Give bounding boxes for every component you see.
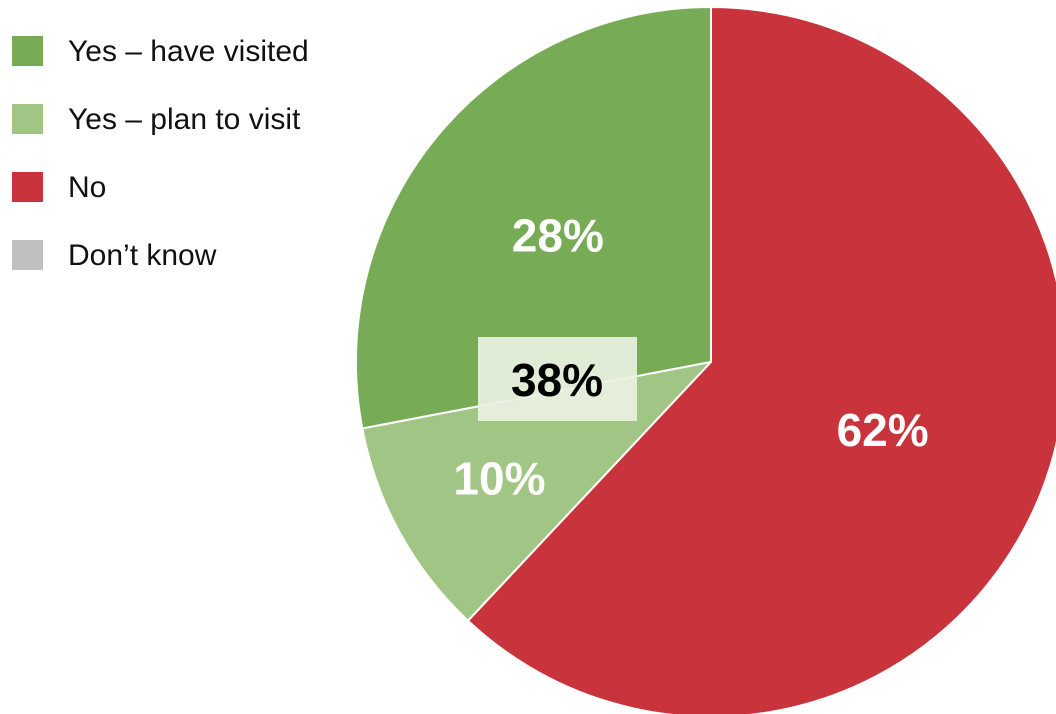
pie-slice-no bbox=[466, 5, 1056, 714]
legend-swatch-plan-to-visit bbox=[12, 104, 43, 134]
pie-slices bbox=[355, 5, 1056, 714]
pie-slice-label-no: 62% bbox=[837, 404, 929, 456]
pie-slice-label-plan-to-visit: 10% bbox=[453, 452, 545, 504]
pie-slice-label-have-visited: 28% bbox=[512, 209, 604, 261]
combined-yes-annotation-label: 38% bbox=[511, 354, 603, 406]
legend-swatch-no bbox=[12, 172, 43, 202]
pie-slice-have-visited bbox=[355, 5, 712, 430]
pie-slice-plan-to-visit bbox=[361, 360, 714, 623]
legend-label-no: No bbox=[68, 171, 107, 204]
combined-yes-annotation: 38% bbox=[478, 337, 637, 421]
legend-label-plan-to-visit: Yes – plan to visit bbox=[68, 103, 301, 136]
legend-label-dont-know: Don’t know bbox=[68, 239, 217, 272]
combined-yes-annotation-box bbox=[478, 337, 637, 421]
legend-label-have-visited: Yes – have visited bbox=[68, 35, 309, 68]
legend-swatch-dont-know bbox=[12, 240, 43, 270]
pie-slice-labels: 28% 10% 62% bbox=[453, 209, 928, 504]
legend-swatch-have-visited bbox=[12, 36, 43, 66]
